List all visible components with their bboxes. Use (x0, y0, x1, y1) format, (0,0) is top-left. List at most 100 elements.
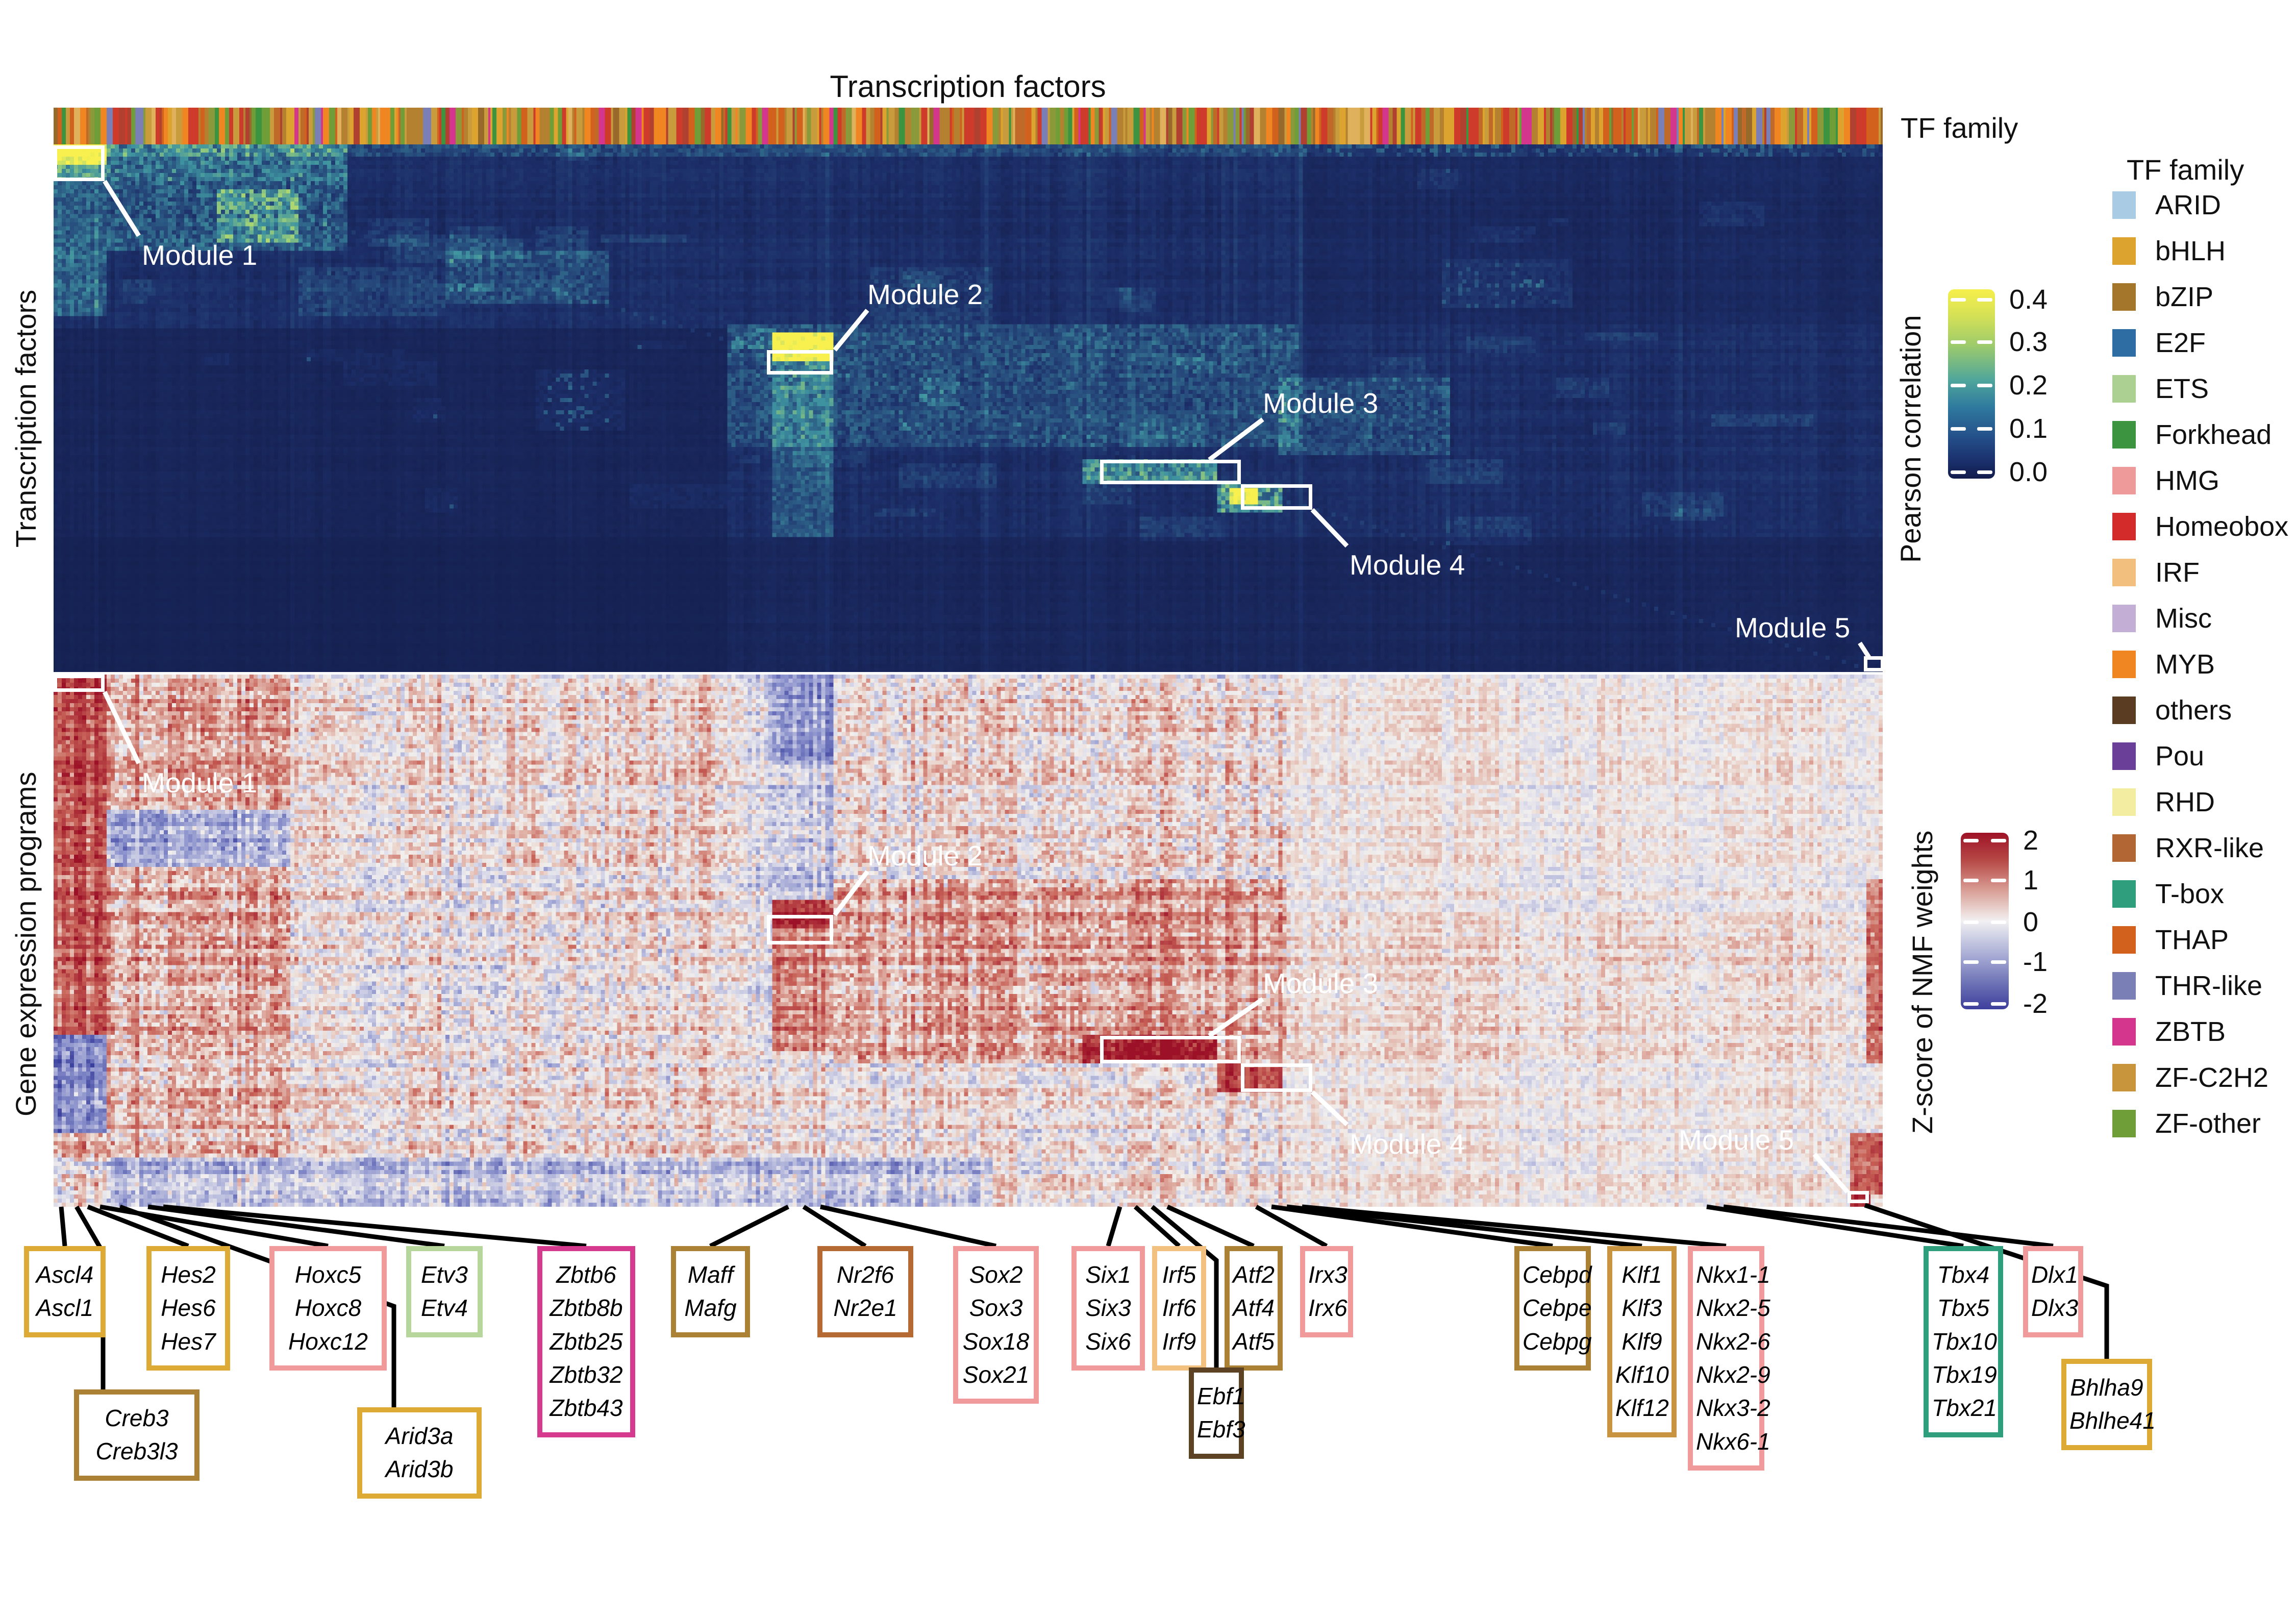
gene-name: Ascl4 (36, 1261, 94, 1288)
legend-swatch-T-box (2112, 880, 2136, 908)
pearson-tick-0.3: 0.3 (2009, 327, 2048, 358)
gene-name: Nr2e1 (833, 1295, 897, 1322)
gene-connector-line (709, 1204, 790, 1249)
gene-name: Creb3l3 (95, 1438, 178, 1465)
pearson-tick-mark (1977, 298, 1992, 302)
pearson-tick-mark (1977, 427, 1992, 431)
gene-box-zbtb: Zbtb6 Zbtb8b Zbtb25 Zbtb32 Zbtb43 (537, 1246, 635, 1437)
gene-name: Cebpg (1523, 1328, 1592, 1355)
gene-name: Tbx5 (1937, 1295, 1990, 1322)
gene-name: Bhlhe41 (2069, 1407, 2156, 1434)
pearson-tick-0.1: 0.1 (2009, 413, 2048, 444)
legend-swatch-ZF-C2H2 (2112, 1064, 2136, 1091)
gene-box-creb: Creb3 Creb3l3 (74, 1389, 199, 1481)
legend-label-ARID: ARID (2155, 190, 2222, 220)
gene-connector-line (1271, 1204, 1553, 1249)
legend-swatch-bHLH (2112, 237, 2136, 265)
pearson-tick-mark (1951, 470, 1966, 474)
gene-connector-line (802, 1205, 867, 1248)
legend-swatch-THR-like (2112, 972, 2136, 1000)
module-label-top-4: Module 4 (1350, 549, 1465, 581)
pearson-tick-mark (1977, 470, 1992, 474)
legend-label-THR-like: THR-like (2155, 971, 2262, 1001)
zscore-tick-2: 2 (2023, 825, 2039, 856)
gene-connector-line (1302, 1204, 1727, 1249)
gene-name: Ebf1 (1197, 1383, 1245, 1409)
gene-name: Atf4 (1233, 1295, 1275, 1322)
gene-name: Zbtb6 (556, 1261, 616, 1288)
gene-name: Hes6 (161, 1295, 216, 1322)
gene-name: Irf5 (1162, 1261, 1196, 1288)
legend-label-Pou: Pou (2155, 741, 2205, 772)
legend-swatch-IRF (2112, 559, 2136, 586)
gene-name: Nkx1-1 (1696, 1261, 1770, 1288)
legend-swatch-bZIP (2112, 283, 2136, 311)
module-box-top-4 (1241, 484, 1312, 510)
module-box-bottom-2 (767, 915, 833, 944)
y-axis-label-bottom-heatmap: Gene expression programs (10, 772, 42, 1116)
gene-box-maff: Maff Mafg (671, 1246, 750, 1337)
gene-name: Tbx19 (1932, 1361, 1997, 1388)
zscore-tick--2: -2 (2023, 988, 2048, 1019)
module-label-bottom-2: Module 2 (867, 840, 983, 872)
gene-box-atf: Atf2 Atf4 Atf5 (1225, 1246, 1283, 1371)
module-box-top-5 (1864, 656, 1884, 671)
gene-name: Sox2 (969, 1261, 1023, 1288)
gene-box-tbx: Tbx4 Tbx5 Tbx10 Tbx19 Tbx21 (1924, 1246, 2003, 1437)
module-label-bottom-5: Module 5 (1679, 1124, 1794, 1156)
gene-name: Etv3 (420, 1261, 468, 1288)
legend-swatch-Pou (2112, 742, 2136, 770)
gene-name: Six1 (1085, 1261, 1131, 1288)
gene-connector-line (87, 1204, 189, 1249)
module-label-bottom-4: Module 4 (1350, 1128, 1465, 1160)
module-label-bottom-3: Module 3 (1263, 967, 1379, 999)
zscore-tick-mark (1963, 960, 1979, 964)
pearson-tick-mark (1977, 340, 1992, 344)
zscore-tick--1: -1 (2023, 946, 2048, 977)
gene-box-dlx: Dlx1 Dlx3 (2023, 1246, 2083, 1337)
legend-label-Misc: Misc (2155, 603, 2212, 634)
gene-box-ascl: Ascl4 Ascl1 (24, 1246, 106, 1337)
gene-name: Dlx1 (2031, 1261, 2079, 1288)
legend-label-T-box: T-box (2155, 879, 2225, 909)
gene-box-cebp: Cebpd Cebpe Cebpg (1514, 1246, 1592, 1371)
gene-name: Mafg (684, 1295, 737, 1322)
legend-swatch-RHD (2112, 788, 2136, 816)
gene-name: Hes7 (161, 1328, 216, 1355)
legend-swatch-Misc (2112, 605, 2136, 632)
pearson-tick-0.0: 0.0 (2009, 457, 2048, 487)
gene-name: Cebpd (1523, 1261, 1592, 1288)
legend-swatch-ZF-other (2112, 1110, 2136, 1137)
gene-name: Nkx3-2 (1696, 1395, 1770, 1422)
gene-name: Six6 (1085, 1328, 1131, 1355)
legend-swatch-HMG (2112, 467, 2136, 494)
gene-name: Hoxc8 (294, 1295, 362, 1322)
gene-name: Sox3 (969, 1295, 1023, 1322)
legend-swatch-Homeobox (2112, 513, 2136, 540)
zscore-tick-mark (1991, 838, 2006, 842)
gene-connector-line (1723, 1204, 2054, 1249)
module-label-bottom-1: Module 1 (142, 767, 258, 799)
legend-label-Forkhead: Forkhead (2155, 419, 2272, 450)
pearson-tick-mark (1951, 298, 1966, 302)
gene-box-sox: Sox2 Sox3 Sox18 Sox21 (953, 1246, 1039, 1404)
module-label-top-2: Module 2 (867, 279, 983, 310)
gene-name: Nkx6-1 (1696, 1428, 1770, 1455)
gene-name: Ascl1 (36, 1295, 94, 1322)
gene-name: Irf6 (1162, 1295, 1196, 1322)
gene-connector-line (1286, 1204, 1642, 1249)
module-box-bottom-4 (1241, 1063, 1312, 1092)
gene-name: Bhlha9 (2070, 1374, 2143, 1401)
module-box-bottom-1 (54, 675, 105, 692)
legend-label-ETS: ETS (2155, 374, 2209, 404)
tf-family-bar-label: TF family (1901, 112, 2018, 144)
gene-box-bhlh: Bhlha9 Bhlhe41 (2061, 1359, 2156, 1450)
gene-name: Hoxc5 (294, 1261, 362, 1288)
gene-name: Zbtb43 (550, 1395, 623, 1422)
gene-name: Zbtb8b (550, 1295, 623, 1322)
zscore-tick-mark (1963, 879, 1979, 883)
gene-box-arid: Arid3a Arid3b (357, 1407, 482, 1499)
legend-swatch-ZBTB (2112, 1018, 2136, 1046)
legend-swatch-MYB (2112, 651, 2136, 678)
